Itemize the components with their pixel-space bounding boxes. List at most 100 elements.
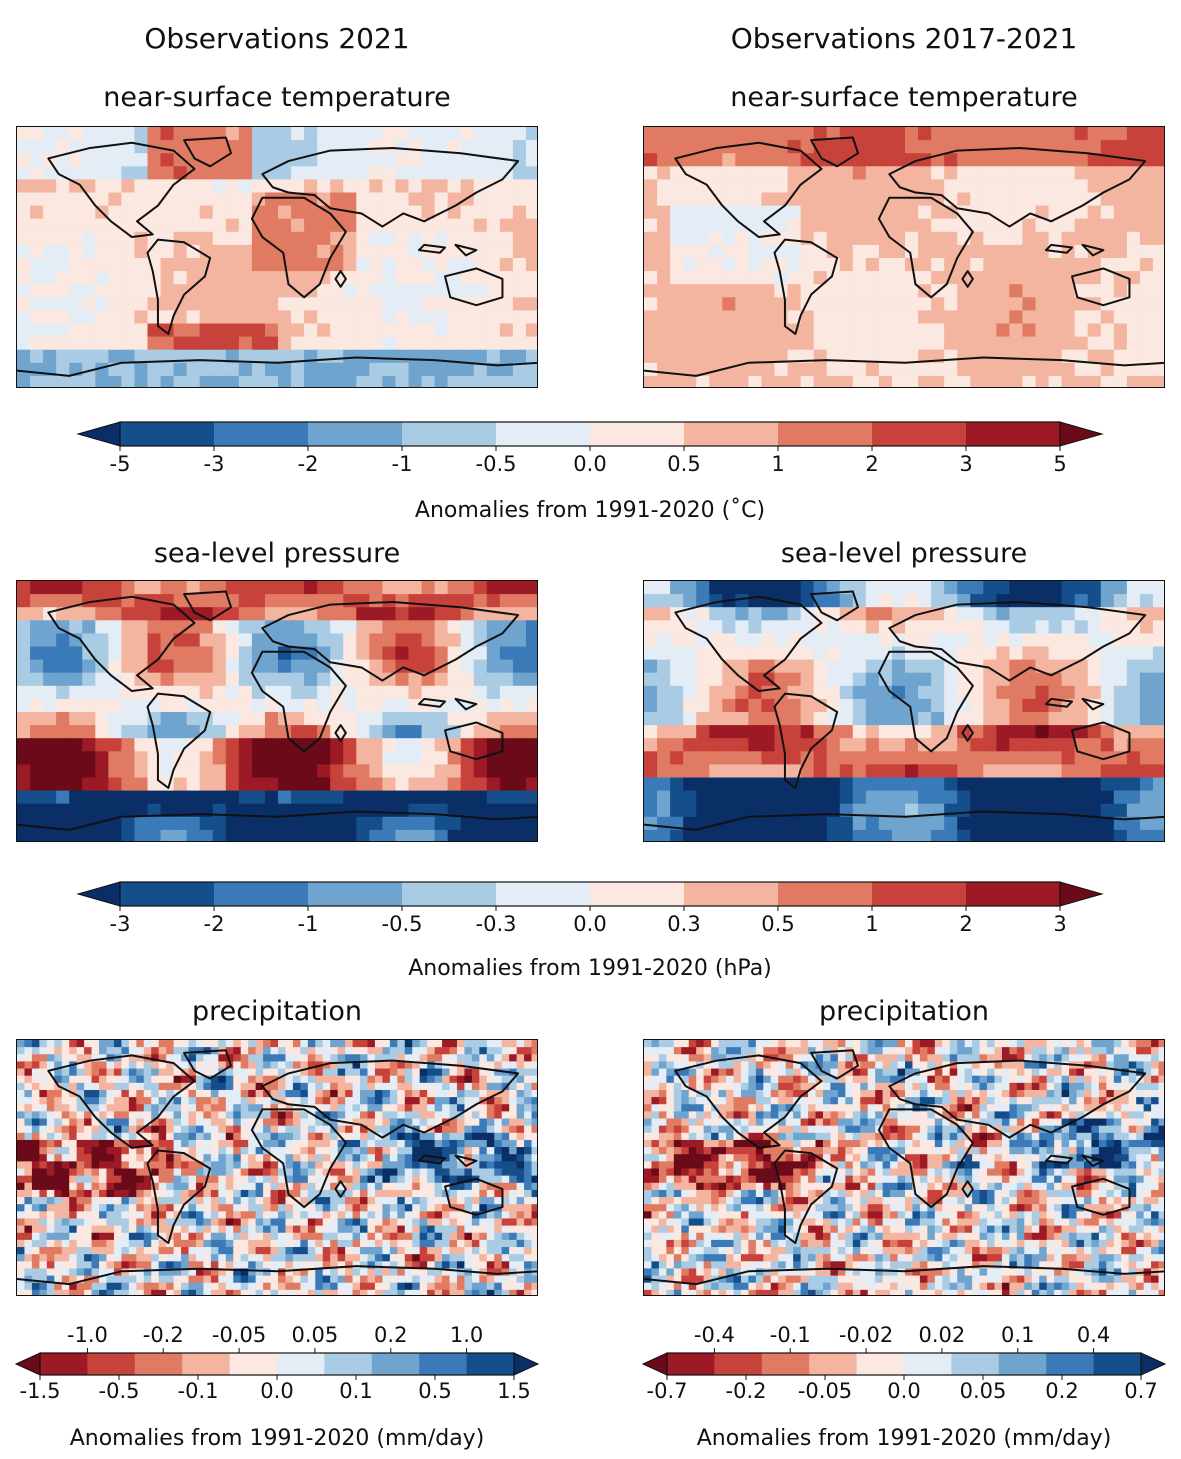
colorbar-segment: [371, 1353, 420, 1375]
colorbar-segment: [120, 882, 215, 906]
pressure-colorbar-label: Anomalies from 1991-2020 (hPa): [408, 956, 772, 981]
colorbar-segment: [182, 1353, 231, 1375]
colorbar-segment: [1093, 1353, 1142, 1375]
colorbar-tick-label: -0.4: [693, 1323, 735, 1347]
anomaly-field: [17, 1040, 537, 1295]
colorbar-tick-label: -0.2: [725, 1379, 767, 1403]
colorbar-tick-label: 0.05: [291, 1323, 339, 1347]
colorbar-tick-label: -0.5: [381, 912, 423, 936]
coastlines: [17, 1049, 537, 1286]
colorbar-extend-high: [1059, 421, 1104, 447]
panel-title-precip-2021: precipitation: [191, 996, 363, 1027]
colorbar-segment: [277, 1353, 325, 1375]
coastlines: [644, 590, 1164, 831]
colorbar-segment: [40, 1353, 88, 1375]
coastlines: [644, 136, 1164, 377]
colorbar-segment: [590, 422, 685, 446]
colorbar-segment: [872, 422, 967, 446]
colorbar-segment: [87, 1353, 136, 1375]
colorbar-segment: [998, 1353, 1047, 1375]
colorbar-tick-label: -0.3: [475, 912, 517, 936]
colorbar-tick-label: 5: [1053, 452, 1067, 476]
colorbar-segment: [308, 882, 403, 906]
colorbar-segment: [324, 1353, 373, 1375]
colorbar-segment: [684, 882, 779, 906]
colorbar-tick-label: -0.2: [142, 1323, 184, 1347]
colorbar-tick-label: -0.05: [797, 1379, 853, 1403]
coastlines: [17, 590, 537, 831]
colorbar-tick-label: 0.0: [887, 1379, 921, 1403]
map-temperature-2017-2021: [643, 126, 1165, 388]
colorbar-extend-high: [1140, 1352, 1167, 1376]
precip-2017-2021-colorbar-label: Anomalies from 1991-2020 (mm/day): [696, 1426, 1112, 1451]
colorbar-segment: [761, 1353, 810, 1375]
colorbar-tick-label: 0.5: [761, 912, 795, 936]
colorbar-tick-label: 0.2: [1045, 1379, 1079, 1403]
map-precip-2021: [16, 1039, 538, 1296]
colorbar-tick-label: 1.0: [449, 1323, 484, 1347]
colorbar-extend-high: [1059, 881, 1104, 907]
colorbar-tick-label: 0.0: [573, 452, 607, 476]
anomaly-field: [644, 127, 1164, 387]
colorbar-segment: [667, 1353, 715, 1375]
colorbar-tick-label: 0.5: [418, 1379, 452, 1403]
colorbar-tick-label: 2: [959, 912, 973, 936]
colorbar-extend-low: [76, 421, 121, 447]
colorbar-tick-label: -1.0: [66, 1323, 108, 1347]
coastlines: [644, 1049, 1164, 1286]
colorbar-tick-label: 3: [1053, 912, 1067, 936]
colorbar-segment: [966, 882, 1061, 906]
map-pressure-2021: [16, 580, 538, 842]
precip-2017-2021-colorbar: [641, 1348, 1167, 1380]
colorbar-extend-low: [14, 1352, 41, 1376]
map-precip-2017-2021: [643, 1039, 1165, 1296]
precip-2021-colorbar-label: Anomalies from 1991-2020 (mm/day): [69, 1426, 485, 1451]
colorbar-segment: [684, 422, 779, 446]
colorbar-segment: [951, 1353, 1000, 1375]
colorbar-segment: [229, 1353, 278, 1375]
map-pressure-2017-2021: [643, 580, 1165, 842]
colorbar-tick-label: 0.1: [339, 1379, 373, 1403]
column-title-2017-2021: Observations 2017-2021: [730, 22, 1078, 55]
colorbar-tick-label: -5: [109, 452, 131, 476]
colorbar-tick-label: 1.5: [497, 1379, 531, 1403]
column-title-2021: Observations 2021: [144, 22, 410, 55]
colorbar-segment: [904, 1353, 952, 1375]
colorbar-segment: [590, 882, 685, 906]
colorbar-tick-label: 0.2: [374, 1323, 408, 1347]
pressure-colorbar: [76, 881, 1104, 911]
colorbar-segment: [496, 422, 591, 446]
colorbar-segment: [466, 1353, 515, 1375]
colorbar-tick-label: 0.1: [1001, 1323, 1035, 1347]
colorbar-segment: [402, 422, 497, 446]
colorbar-tick-label: -3: [109, 912, 131, 936]
colorbar-tick-label: 0.4: [1076, 1323, 1111, 1347]
colorbar-tick-label: 0.0: [573, 912, 607, 936]
anomaly-field: [644, 1040, 1164, 1295]
colorbar-tick-label: -1: [391, 452, 413, 476]
colorbar-segment: [966, 422, 1061, 446]
coastlines: [17, 136, 537, 377]
colorbar-segment: [778, 422, 873, 446]
colorbar-tick-label: -2: [203, 912, 225, 936]
colorbar-tick-label: 1: [771, 452, 785, 476]
colorbar-segment: [134, 1353, 183, 1375]
colorbar-segment: [809, 1353, 858, 1375]
colorbar-segment: [496, 882, 591, 906]
panel-title-precip-2017-2021: precipitation: [818, 996, 990, 1027]
panel-title-pressure-2021: sea-level pressure: [153, 538, 401, 569]
panel-title-temperature-2021: near-surface temperature: [103, 82, 451, 113]
colorbar-segment: [214, 422, 309, 446]
colorbar-tick-label: 1: [865, 912, 879, 936]
colorbar-tick-label: 0.3: [667, 912, 701, 936]
colorbar-segment: [714, 1353, 763, 1375]
precip-2021-colorbar: [14, 1348, 540, 1380]
colorbar-tick-label: 0.5: [667, 452, 701, 476]
colorbar-tick-label: -1.5: [19, 1379, 61, 1403]
colorbar-segment: [214, 882, 309, 906]
colorbar-tick-label: 0.02: [918, 1323, 966, 1347]
map-temperature-2021: [16, 126, 538, 388]
colorbar-extend-high: [513, 1352, 540, 1376]
colorbar-segment: [419, 1353, 468, 1375]
colorbar-segment: [402, 882, 497, 906]
